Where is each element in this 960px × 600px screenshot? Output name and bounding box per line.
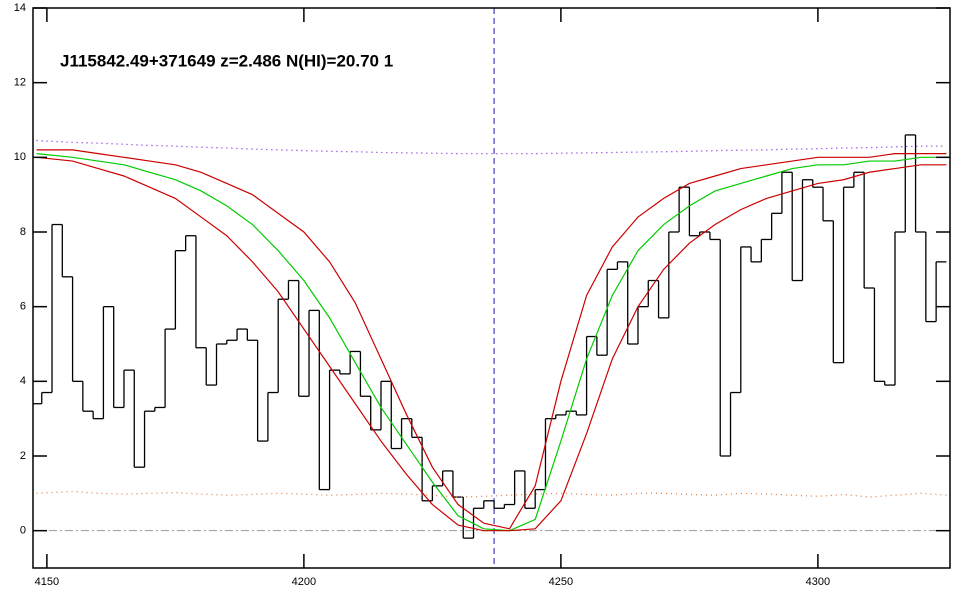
plot-area	[33, 8, 950, 568]
chart-title: J115842.49+371649 z=2.486 N(HI)=20.70 1	[60, 51, 393, 70]
dotted-curve	[36, 139, 947, 155]
x-tick-label: 4150	[35, 576, 59, 588]
y-tick-label: 12	[14, 77, 26, 89]
dotted-curve	[36, 490, 947, 498]
y-tick-label: 4	[20, 375, 26, 387]
x-tick-label: 4200	[292, 576, 316, 588]
model-curve	[36, 156, 947, 532]
y-tick-label: 10	[14, 151, 26, 163]
x-tick-label: 4300	[806, 576, 830, 588]
y-tick-label: 2	[20, 450, 26, 462]
y-tick-label: 14	[14, 2, 26, 14]
y-tick-label: 0	[20, 525, 26, 537]
model-curve	[36, 149, 947, 530]
model-curve	[36, 153, 947, 532]
y-tick-label: 6	[20, 301, 26, 313]
y-tick-label: 8	[20, 226, 26, 238]
x-tick-label: 4250	[549, 576, 573, 588]
plot-frame	[32, 7, 951, 569]
